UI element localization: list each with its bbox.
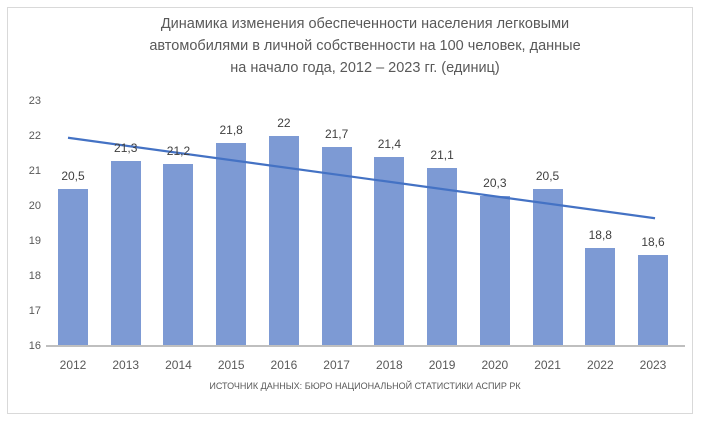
x-tick-label: 2019 (428, 358, 456, 372)
x-tick-label: 2017 (323, 358, 350, 372)
bar-value-label: 18,6 (641, 235, 665, 249)
bar (479, 195, 510, 346)
bar (110, 160, 141, 346)
y-tick-label: 21 (28, 165, 41, 177)
bar-value-label: 21,1 (430, 147, 454, 162)
chart-title-line-2: автомобилями в личной собственности на 1… (149, 38, 581, 54)
bar (532, 188, 563, 346)
chart-title-line-3: на начало года, 2012 – 2023 гг. (единиц) (230, 60, 500, 76)
bar-value-label: 21,2 (166, 144, 191, 158)
x-tick-label: 2016 (270, 358, 298, 372)
bar-value-label: 21,7 (324, 126, 349, 141)
x-tick-label: 2014 (165, 358, 192, 372)
bar-value-label: 18,8 (588, 228, 612, 242)
bar (374, 157, 405, 346)
y-tick-label: 18 (28, 270, 41, 282)
x-tick-label: 2023 (639, 358, 667, 372)
x-tick-label: 2018 (376, 358, 403, 372)
y-tick-label: 19 (28, 235, 41, 247)
bar-value-label: 21,4 (377, 137, 402, 151)
bar (638, 255, 669, 346)
x-tick-label: 2022 (586, 358, 614, 372)
x-tick-label: 2020 (481, 358, 509, 372)
bar-value-label: 21,3 (114, 140, 138, 155)
chart-title: Динамика изменения обеспеченности населе… (45, 13, 685, 79)
bar (163, 164, 194, 346)
bar (58, 188, 88, 346)
y-tick-label: 16 (28, 340, 41, 352)
bar (216, 143, 247, 346)
x-tick-label: 2021 (534, 358, 561, 372)
bar-value-label: 20,3 (483, 175, 507, 190)
bar-value-label: 21,8 (219, 123, 243, 137)
x-tick-label: 2013 (112, 358, 140, 372)
bar-value-label: 22 (277, 116, 291, 130)
bar-value-label: 20,5 (61, 168, 85, 183)
bar-value-label: 20,5 (535, 168, 560, 183)
y-tick-label: 20 (28, 200, 41, 212)
bar (321, 146, 352, 346)
y-tick-label: 22 (28, 130, 41, 142)
bar (585, 248, 616, 346)
chart-title-line-1: Динамика изменения обеспеченности населе… (160, 16, 570, 32)
bar (427, 167, 458, 346)
bar (268, 136, 299, 346)
y-tick-label: 23 (28, 95, 41, 107)
x-axis-line (46, 345, 685, 347)
x-tick-label: 2015 (217, 358, 245, 372)
source-note: ИСТОЧНИК ДАННЫХ: БЮРО НАЦИОНАЛЬНОЙ СТАТИ… (209, 381, 521, 391)
x-tick-label: 2012 (59, 358, 87, 372)
y-tick-label: 17 (28, 305, 41, 317)
